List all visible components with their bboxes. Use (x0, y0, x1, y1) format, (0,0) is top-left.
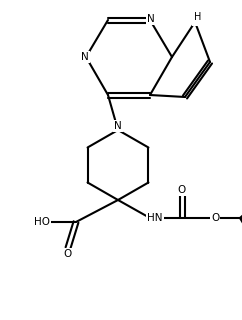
Text: H: H (193, 15, 201, 25)
Text: O: O (211, 213, 219, 223)
Text: H: H (194, 12, 202, 22)
Text: O: O (178, 185, 186, 195)
Text: O: O (64, 249, 72, 259)
Text: N: N (114, 121, 122, 131)
Text: N: N (147, 14, 155, 24)
Text: HN: HN (147, 213, 163, 223)
Text: HO: HO (34, 217, 50, 227)
Text: N: N (81, 52, 89, 62)
